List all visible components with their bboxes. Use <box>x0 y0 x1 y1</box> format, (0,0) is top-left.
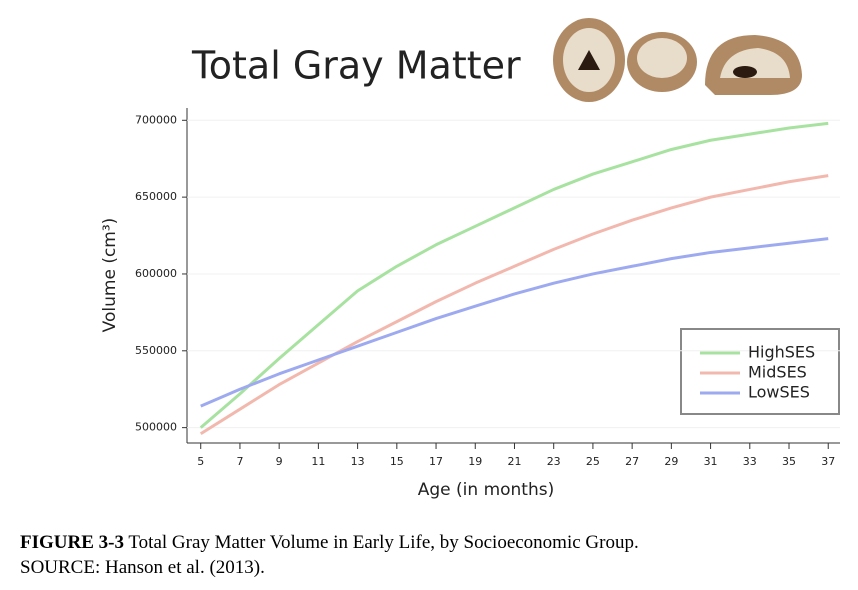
x-tick-label: 17 <box>429 455 443 468</box>
caption-label: FIGURE 3-3 <box>20 532 124 553</box>
legend-label: MidSES <box>748 363 807 382</box>
legend <box>680 328 840 415</box>
y-tick-label: 700000 <box>135 113 177 126</box>
x-tick-label: 37 <box>821 455 835 468</box>
x-tick-label: 15 <box>390 455 404 468</box>
x-tick-label: 21 <box>507 455 521 468</box>
caption-text: Total Gray Matter Volume in Early Life, … <box>128 532 639 553</box>
legend-label: HighSES <box>748 343 815 362</box>
caption-source: SOURCE: Hanson et al. (2013). <box>20 557 265 578</box>
x-tick-label: 29 <box>664 455 678 468</box>
x-tick-label: 25 <box>586 455 600 468</box>
x-tick-label: 31 <box>704 455 718 468</box>
chart: Total Gray Matter Age (in months) Volume… <box>100 18 840 500</box>
chart-title: Total Gray Matter <box>191 44 521 88</box>
x-tick-label: 5 <box>197 455 204 468</box>
line-series <box>199 174 829 436</box>
brain-images <box>553 18 802 102</box>
x-tick-label: 7 <box>236 455 243 468</box>
x-tick-label: 23 <box>547 455 561 468</box>
x-axis-label: Age (in months) <box>418 480 554 500</box>
y-tick-label: 650000 <box>135 190 177 203</box>
y-axis-label: Volume (cm³) <box>100 218 120 333</box>
y-tick-label: 500000 <box>135 421 177 434</box>
line-series <box>199 121 829 429</box>
x-tick-label: 27 <box>625 455 639 468</box>
legend-label: LowSES <box>748 383 810 402</box>
x-tick-label: 9 <box>276 455 283 468</box>
x-tick-label: 33 <box>743 455 757 468</box>
x-tick-label: 19 <box>468 455 482 468</box>
x-tick-label: 35 <box>782 455 796 468</box>
caption: FIGURE 3-3 Total Gray Matter Volume in E… <box>20 530 639 580</box>
y-tick-label: 550000 <box>135 344 177 357</box>
y-tick-label: 600000 <box>135 267 177 280</box>
x-tick-label: 13 <box>351 455 365 468</box>
line-series <box>200 237 829 408</box>
x-tick-label: 11 <box>311 455 325 468</box>
